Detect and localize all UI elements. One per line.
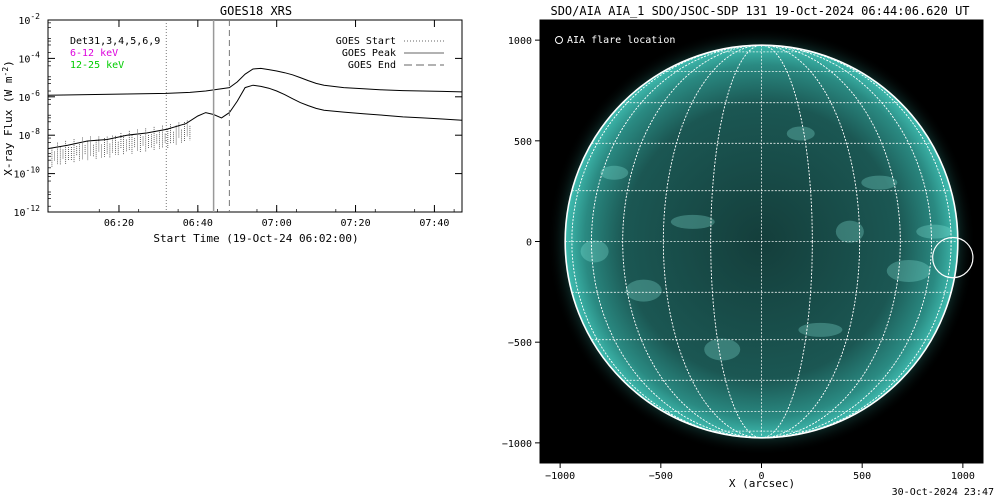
aia-image-content: AIA flare location — [547, 27, 976, 456]
lc-ytick-exp: -4 — [30, 50, 40, 59]
lc-xtick-label: 07:20 — [340, 218, 370, 229]
lc-ylabel-sup: -2 — [1, 67, 10, 77]
lc-xtick-label: 06:40 — [183, 218, 213, 229]
lc-ytick-label: 10-12 — [14, 204, 41, 219]
heliographic-grid — [564, 44, 959, 439]
aia-ytick-label: 500 — [514, 137, 532, 148]
solar-bright-region — [600, 165, 629, 180]
lc-ytick-exp: -6 — [30, 89, 40, 98]
solar-bright-region — [916, 224, 953, 239]
lc-ytick-exp: -2 — [30, 12, 40, 21]
solar-bright-region — [861, 175, 898, 190]
grid-longitude-line — [571, 44, 952, 439]
lc-legend-left-item: Det31,3,4,5,6,9 — [70, 36, 160, 47]
aia-ytick-label: 1000 — [508, 36, 532, 47]
lc-ytick-exp: -10 — [26, 166, 41, 175]
lc-ytick-base: 10 — [18, 131, 30, 142]
lc-xtick-label: 07:00 — [262, 218, 292, 229]
lc-ytick-label: 10-6 — [18, 89, 40, 104]
aia-ytick-label: 0 — [526, 238, 532, 249]
aia-title: SDO/AIA AIA_1 SDO/JSOC-SDP 131 19-Oct-20… — [550, 4, 969, 18]
solar-bright-region — [704, 338, 741, 361]
solar-bright-region — [886, 259, 931, 282]
lc-ytick-base: 10 — [14, 170, 26, 181]
lc-legend-right-item: GOES End — [348, 60, 396, 71]
solar-limb — [564, 44, 959, 439]
lc-ylabel-main: X-ray Flux (W m — [2, 76, 15, 176]
solar-bright-region — [670, 214, 715, 229]
solar-bright-region — [625, 279, 662, 302]
aia-xlabel: X (arcsec) — [729, 477, 795, 490]
lc-series-upper — [47, 67, 463, 96]
lc-xtick-label: 06:20 — [104, 218, 134, 229]
aia-xtick-label: 1000 — [951, 471, 975, 482]
lc-ytick-base: 10 — [18, 16, 30, 27]
lc-ylabel: X-ray Flux (W m-2) — [1, 60, 15, 176]
lc-series-lower — [47, 84, 463, 150]
lc-xtick-label: 07:40 — [419, 218, 449, 229]
aia-ytick-label: −500 — [508, 338, 532, 349]
aia-ytick-label: −1000 — [502, 439, 532, 450]
lc-ytick-label: 10-2 — [18, 12, 40, 27]
lc-ytick-label: 10-8 — [18, 127, 40, 142]
lc-ytick-label: 10-10 — [14, 166, 41, 181]
lc-ytick-base: 10 — [18, 54, 30, 65]
aia-xtick-label: −500 — [649, 471, 673, 482]
lc-data-lines — [47, 67, 463, 168]
footer-timestamp: 30-Oct-2024 23:47 — [891, 487, 994, 498]
lc-title: GOES18 XRS — [220, 4, 292, 18]
lc-ytick-base: 10 — [18, 93, 30, 104]
goes-lightcurve-chart: GOES18 XRS 10-1210-1010-810-610-410-206:… — [1, 4, 463, 245]
solar-bright-region — [786, 126, 815, 141]
solar-bright-regions — [580, 126, 953, 361]
solar-bright-region — [580, 240, 609, 263]
lc-ytick-exp: -8 — [30, 127, 40, 136]
flare-legend-symbol — [555, 36, 563, 44]
lc-xlabel: Start Time (19-Oct-24 06:02:00) — [153, 232, 358, 245]
lc-ytick-exp: -12 — [26, 204, 41, 213]
lc-ytick-base: 10 — [14, 208, 26, 219]
aia-xtick-label: −1000 — [545, 471, 575, 482]
aia-axes: −1000 −500 0 500 1000 −1000 −500 0 500 1000 — [502, 36, 975, 482]
lc-event-lines — [165, 20, 230, 212]
flare-legend-label: AIA flare location — [567, 35, 675, 46]
grid-longitude-line — [662, 44, 861, 439]
lc-legend-left-item: 6-12 keV — [70, 48, 118, 59]
lc-legend-right-item: GOES Peak — [342, 48, 396, 59]
aia-image-chart: SDO/AIA AIA_1 SDO/JSOC-SDP 131 19-Oct-20… — [502, 4, 984, 490]
aia-xtick-label: 0 — [758, 471, 764, 482]
lc-legend-right-item: GOES Start — [336, 36, 396, 47]
lc-ylabel-close: ) — [2, 60, 15, 67]
solar-bright-region — [835, 220, 864, 243]
solar-bright-region — [798, 322, 843, 337]
aia-xtick-label: 500 — [853, 471, 871, 482]
lc-ytick-label: 10-4 — [18, 50, 40, 65]
flare-location-marker — [932, 236, 974, 279]
lc-legend-left-item: 12-25 keV — [70, 60, 124, 71]
